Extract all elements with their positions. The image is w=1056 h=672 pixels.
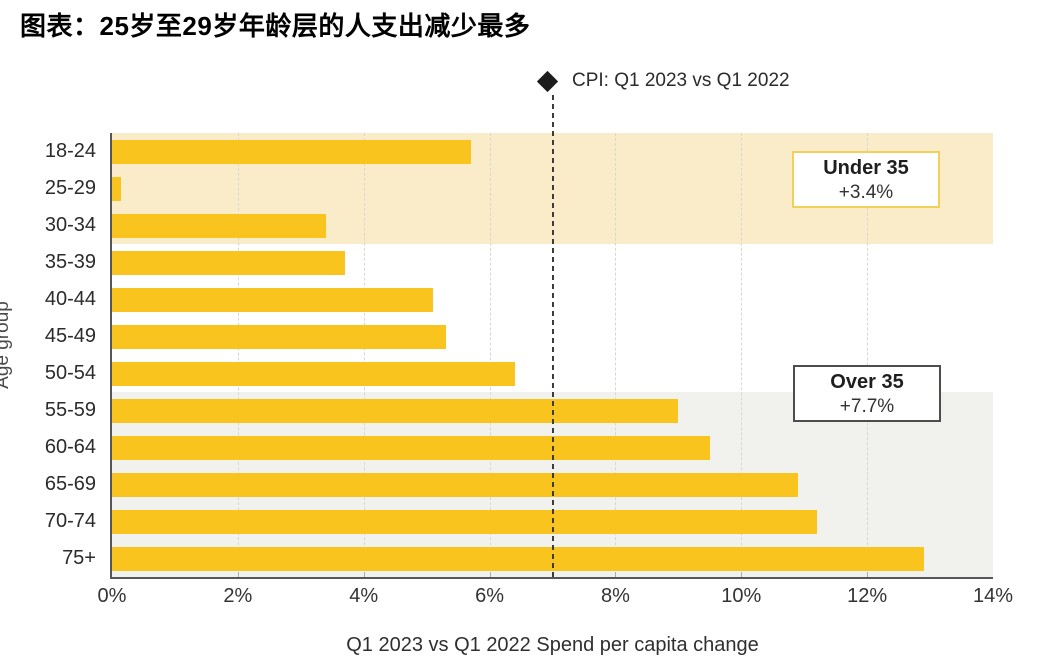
- gridline-12: [867, 133, 869, 575]
- x-tick-label-0: 0%: [97, 585, 127, 607]
- gridline-6: [489, 133, 491, 575]
- diamond-icon: [536, 70, 559, 92]
- bar-70-74: [112, 509, 817, 534]
- y-label-25-29: 25-29: [44, 177, 96, 199]
- bar-75+: [112, 546, 924, 571]
- x-tick-label-12: 12%: [847, 585, 888, 607]
- over-35-label: Over 35: [830, 371, 904, 393]
- bar-55-59: [112, 398, 679, 423]
- y-label-70-74: 70-74: [44, 510, 96, 532]
- x-tick-2: [237, 572, 239, 577]
- bar-50-54: [112, 361, 515, 386]
- bar-30-34: [112, 213, 326, 238]
- x-tick-label-6: 6%: [475, 585, 505, 607]
- cpi-legend: CPI: Q1 2023 vs Q1 2022: [536, 70, 790, 92]
- bar-60-64: [112, 435, 710, 460]
- under-35-value: +3.4%: [838, 182, 894, 203]
- over-35-value: +7.7%: [839, 396, 895, 417]
- bar-45-49: [112, 324, 446, 349]
- gridline-4: [363, 133, 365, 575]
- x-tick-6: [489, 572, 491, 577]
- plot-area: Under 35 +3.4% Over 35 +7.7%: [110, 95, 993, 579]
- x-axis-line: [110, 577, 993, 579]
- gridlines: [112, 133, 993, 577]
- x-tick-label-14: 14%: [972, 585, 1014, 607]
- x-axis-tick-labels: 0% 2% 4% 6% 8% 10% 12% 14%: [98, 585, 1013, 611]
- chart-title: 图表：25岁至29岁年龄层的人支出减少最多: [20, 11, 531, 41]
- x-tick-label-8: 8%: [600, 585, 630, 607]
- gridline-8: [615, 133, 617, 575]
- x-tick-12: [867, 572, 869, 577]
- y-label-18-24: 18-24: [44, 140, 96, 162]
- bar-40-44: [112, 287, 433, 312]
- y-label-60-64: 60-64: [44, 436, 96, 458]
- y-label-40-44: 40-44: [44, 288, 96, 310]
- gridline-10: [741, 133, 743, 575]
- y-label-55-59: 55-59: [44, 399, 96, 421]
- x-tick-label-4: 4%: [349, 585, 379, 607]
- y-axis-labels: 18-24 25-29 30-34 35-39 40-44 45-49 50-54 55-59…: [0, 133, 96, 577]
- over-35-annotation: Over 35 +7.7%: [793, 365, 941, 422]
- axis-ticks: [112, 133, 993, 577]
- y-label-75+: 75+: [62, 547, 96, 569]
- under-35-label: Under 35: [823, 157, 909, 179]
- x-tick-10: [741, 572, 743, 577]
- y-label-50-54: 50-54: [44, 362, 96, 384]
- x-tick-label-10: 10%: [721, 585, 762, 607]
- cpi-legend-label: CPI: Q1 2023 vs Q1 2022: [572, 70, 790, 91]
- bar-25-29: [112, 176, 122, 201]
- x-tick-8: [615, 572, 617, 577]
- x-tick-label-2: 2%: [223, 585, 253, 607]
- y-axis-line: [110, 133, 112, 579]
- gridline-2: [237, 133, 239, 575]
- cpi-reference-line: [551, 95, 554, 577]
- bar-18-24: [112, 139, 471, 164]
- bar-65-69: [112, 472, 798, 497]
- y-label-35-39: 35-39: [44, 251, 96, 273]
- y-label-45-49: 45-49: [44, 325, 96, 347]
- bars: [112, 133, 993, 577]
- bar-35-39: [112, 250, 345, 275]
- x-axis-title: Q1 2023 vs Q1 2022 Spend per capita chan…: [346, 634, 759, 656]
- y-label-30-34: 30-34: [44, 214, 96, 236]
- x-tick-4: [363, 572, 365, 577]
- under-35-annotation: Under 35 +3.4%: [792, 151, 940, 208]
- y-label-65-69: 65-69: [44, 473, 96, 495]
